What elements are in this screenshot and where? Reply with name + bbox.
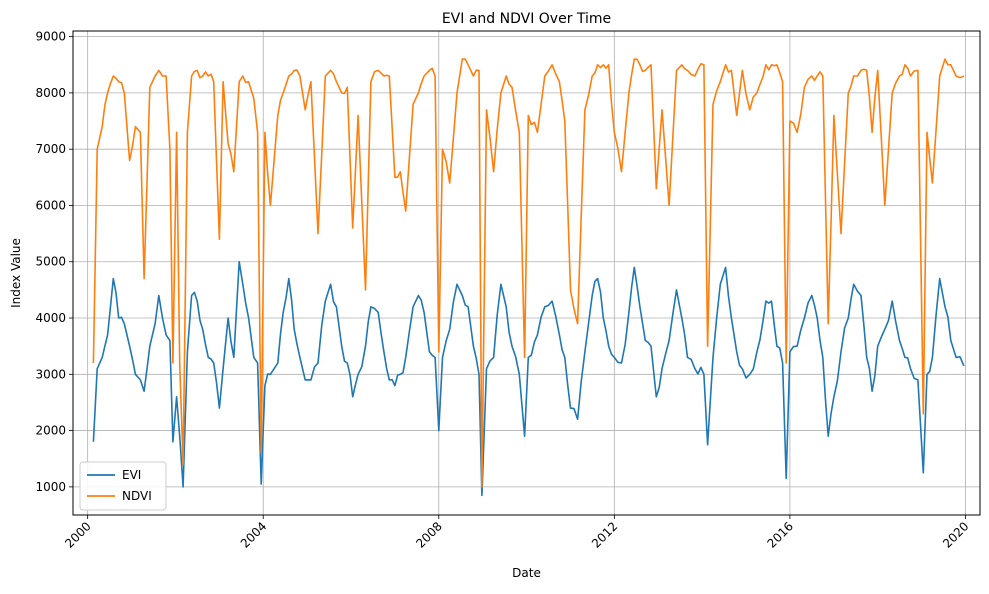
x-tick-label: 2004 [238,519,269,550]
y-tick-label: 2000 [35,424,66,438]
x-tick-label: 2020 [940,519,971,550]
series-line-ndvi [92,58,965,488]
x-tick-label: 2008 [413,519,444,550]
y-tick-label: 4000 [35,311,66,325]
y-axis-label: Index Value [9,238,23,308]
x-tick-label: 2000 [62,519,93,550]
y-tick-label: 8000 [35,86,66,100]
plot-frame [72,30,981,516]
x-axis-label: Date [512,566,541,580]
legend-label-ndvi: NDVI [122,489,152,503]
y-tick-label: 6000 [35,198,66,212]
legend: EVI NDVI [79,461,167,511]
x-tick-label: 2012 [589,519,620,550]
legend-label-evi: EVI [122,468,141,482]
y-tick-label: 3000 [35,367,66,381]
chart-title: EVI and NDVI Over Time [442,11,611,27]
series-lines [92,58,965,497]
x-axis-ticks: 2000 2004 2008 2012 2016 2020 [62,515,972,551]
x-tick-label: 2016 [765,519,796,550]
y-tick-label: 9000 [35,30,66,44]
y-axis-ticks: 1000 2000 3000 4000 5000 6000 7000 8000 9000 [35,30,73,494]
y-tick-label: 7000 [35,142,66,156]
series-line-evi [92,260,965,497]
y-tick-label: 1000 [35,480,66,494]
legend-box [79,461,167,511]
y-tick-label: 5000 [35,255,66,269]
